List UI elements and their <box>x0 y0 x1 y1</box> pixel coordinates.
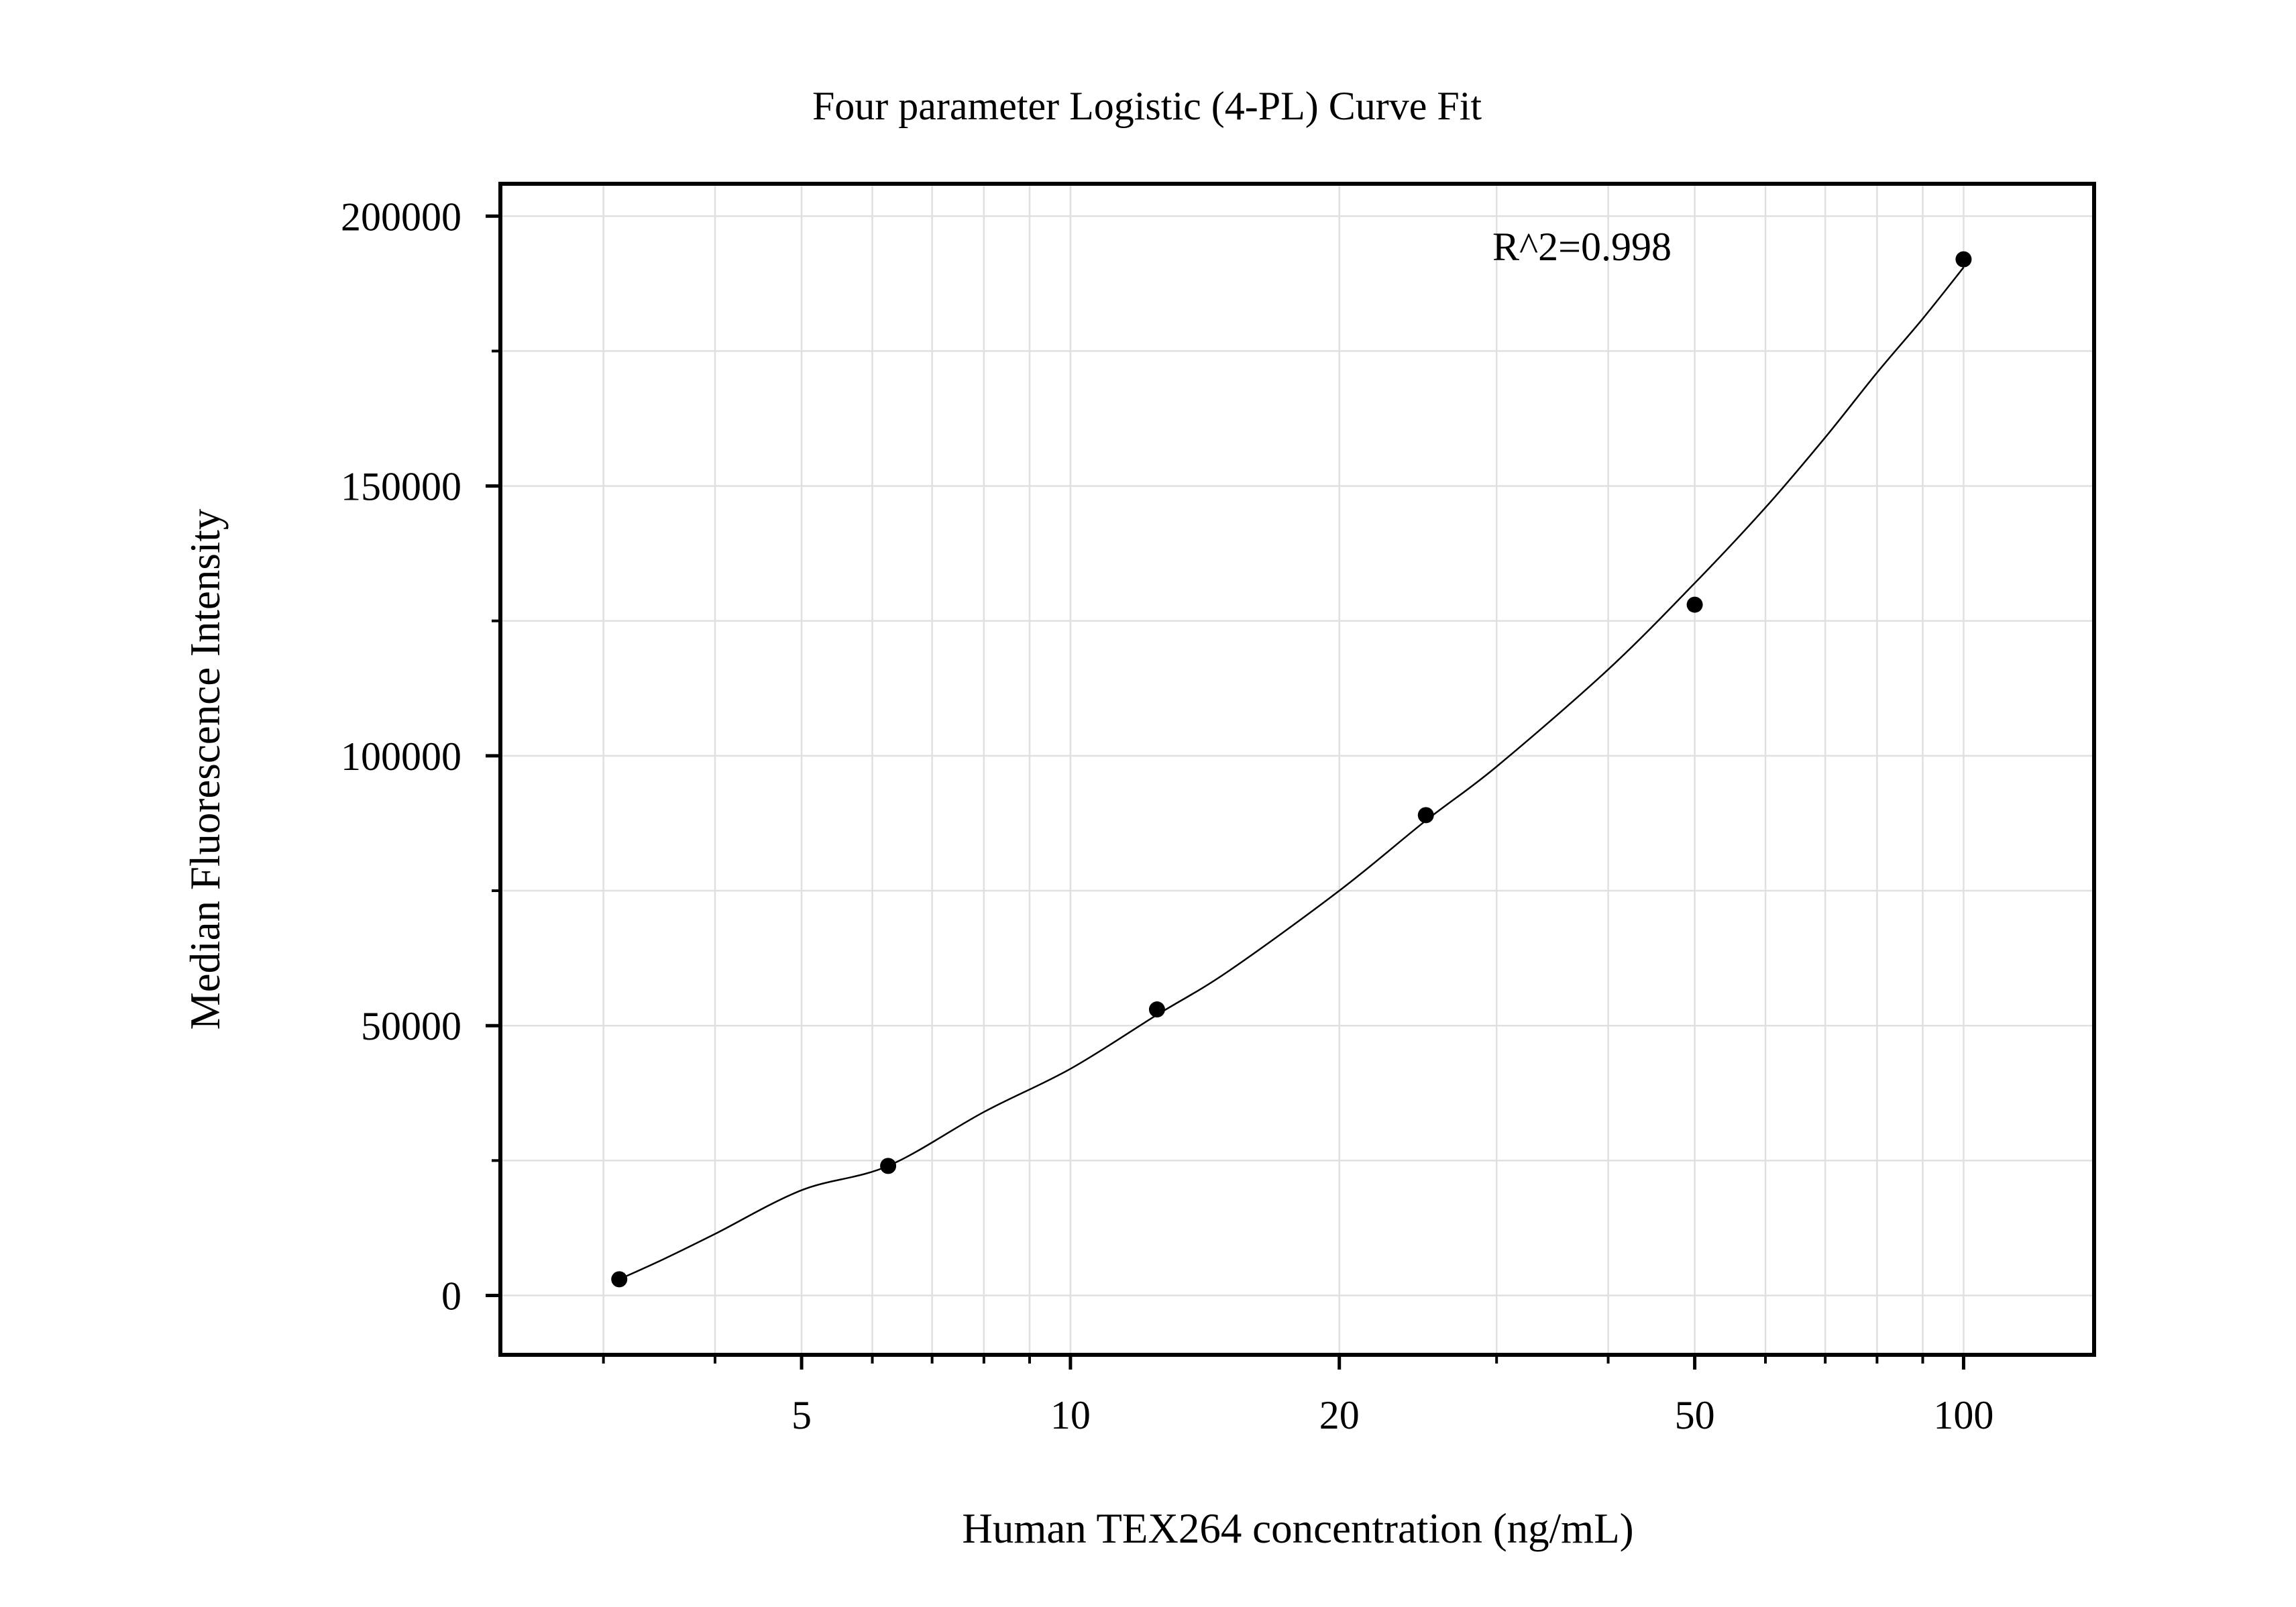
data-point <box>1955 251 1972 268</box>
grid-layer <box>500 184 2094 1355</box>
data-point <box>880 1158 897 1174</box>
data-point <box>1148 1001 1165 1018</box>
data-point <box>1417 807 1434 824</box>
x-tick-label: 5 <box>791 1393 812 1437</box>
x-tick-label: 20 <box>1319 1393 1360 1437</box>
r2-annotation: R^2=0.998 <box>1492 225 1672 269</box>
x-tick-label: 50 <box>1675 1393 1715 1437</box>
y-tick-label: 200000 <box>341 195 461 239</box>
x-axis-label: Human TEX264 concentration (ng/mL) <box>962 1505 1633 1552</box>
data-point <box>611 1271 628 1288</box>
x-tick-label: 100 <box>1933 1393 1993 1437</box>
y-tick-label: 50000 <box>361 1004 461 1048</box>
plot-frame <box>498 182 2096 1357</box>
y-axis-label: Median Fluorescence Intensity <box>182 508 229 1030</box>
y-tick-label: 100000 <box>341 734 461 779</box>
x-tick-label: 10 <box>1050 1393 1091 1437</box>
point-layer <box>611 251 1972 1288</box>
fit-curve <box>618 266 1965 1280</box>
y-tick-label: 0 <box>441 1274 461 1318</box>
tick-layer: 5 10 20 50 100 0 50000 100000 150000 200000 <box>341 195 1993 1437</box>
curve-layer <box>618 266 1965 1280</box>
y-tick-label: 150000 <box>341 465 461 509</box>
data-point <box>1686 596 1703 613</box>
chart-title: Four parameter Logistic (4-PL) Curve Fit <box>812 84 1482 128</box>
